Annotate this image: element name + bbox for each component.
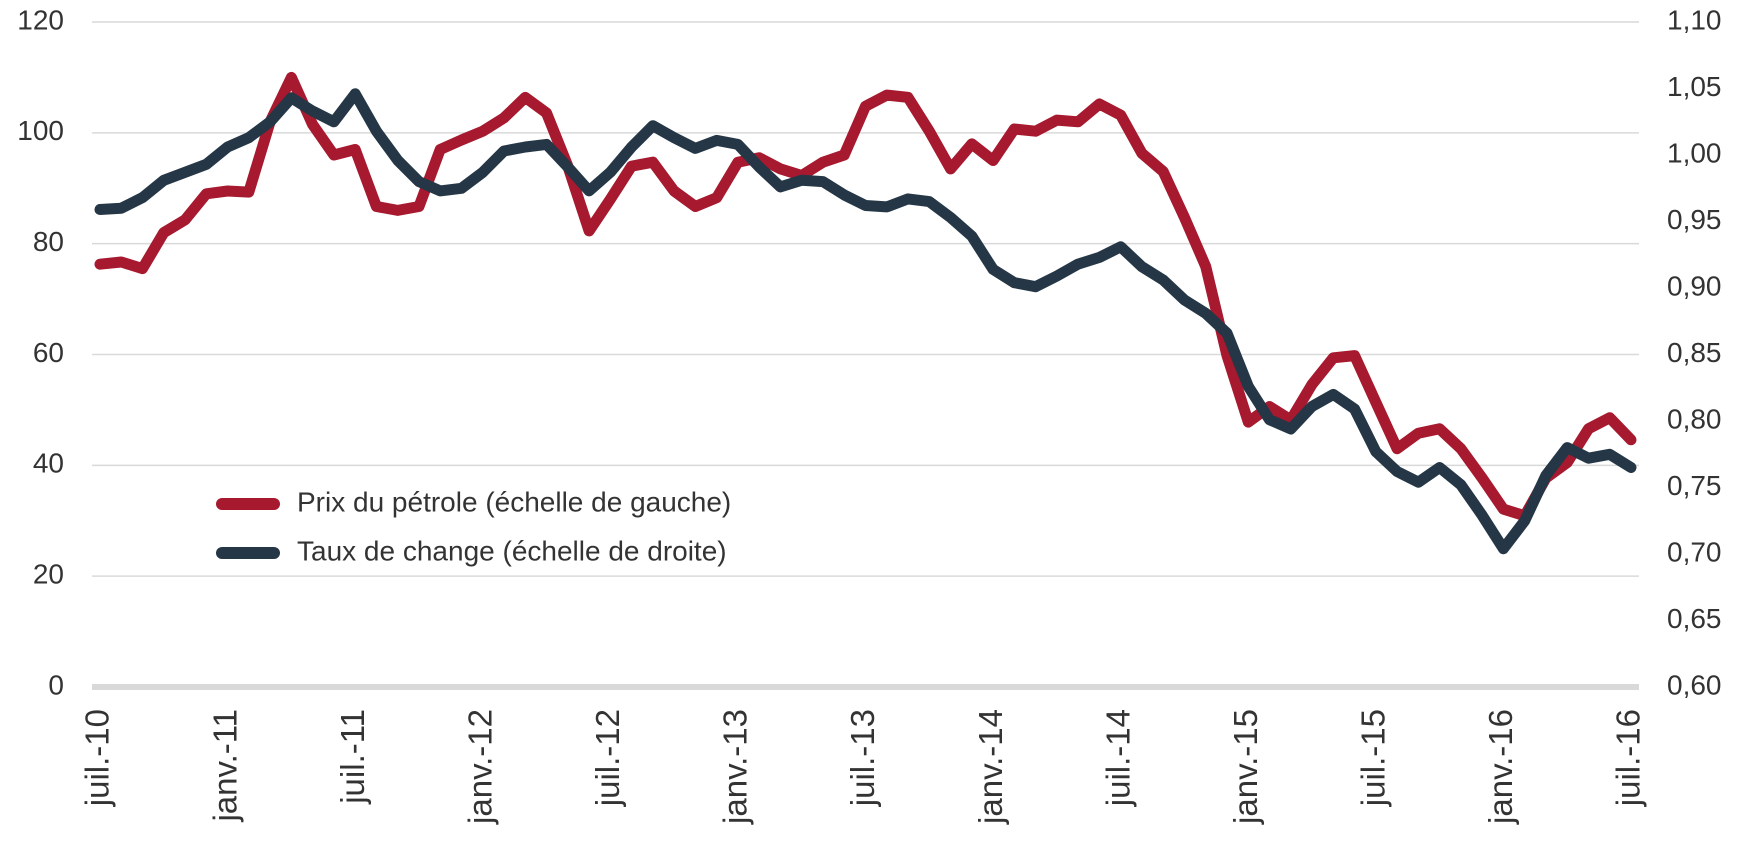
y-tick-label: 20: [33, 559, 64, 590]
x-tick-label: juil.-10: [79, 709, 116, 807]
y-tick-label: 60: [33, 337, 64, 368]
x-tick-label: juil.-11: [334, 709, 371, 805]
x-tick-label: janv.-13: [717, 709, 754, 825]
y2-tick-label: 0,75: [1667, 470, 1722, 501]
y-tick-label: 40: [33, 448, 64, 479]
y2-tick-label: 1,10: [1667, 4, 1722, 35]
y2-tick-label: 1,05: [1667, 71, 1722, 102]
x-tick-label: janv.-12: [461, 709, 498, 825]
y2-tick-label: 1,00: [1667, 137, 1722, 168]
x-tick-label: janv.-16: [1482, 709, 1519, 825]
x-tick-label: juil.-12: [589, 709, 626, 807]
x-tick-label: janv.-14: [972, 709, 1009, 825]
y-tick-label: 100: [17, 115, 64, 146]
y2-tick-label: 0,65: [1667, 603, 1722, 634]
x-tick-label: janv.-15: [1227, 709, 1264, 825]
y-tick-label: 80: [33, 226, 64, 257]
y2-tick-label: 0,70: [1667, 536, 1722, 567]
y2-tick-label: 0,85: [1667, 337, 1722, 368]
y2-tick-label: 0,60: [1667, 669, 1722, 700]
y-tick-label: 120: [17, 4, 64, 35]
x-tick-label: juil.-13: [844, 709, 881, 807]
data-line: [94, 88, 1637, 555]
legend-label: Taux de change (échelle de droite): [297, 535, 727, 566]
y2-tick-label: 0,95: [1667, 204, 1722, 235]
x-tick-label: juil.-14: [1099, 709, 1136, 807]
x-tick-label: juil.-15: [1355, 709, 1392, 807]
x-tick-label: juil.-16: [1610, 709, 1647, 807]
x-tick-label: janv.-11: [206, 709, 243, 823]
y2-tick-label: 0,80: [1667, 403, 1722, 434]
y-tick-label: 0: [48, 669, 64, 700]
data-line: [94, 71, 1637, 522]
y2-tick-label: 0,90: [1667, 270, 1722, 301]
legend-label: Prix du pétrole (échelle de gauche): [297, 486, 731, 517]
